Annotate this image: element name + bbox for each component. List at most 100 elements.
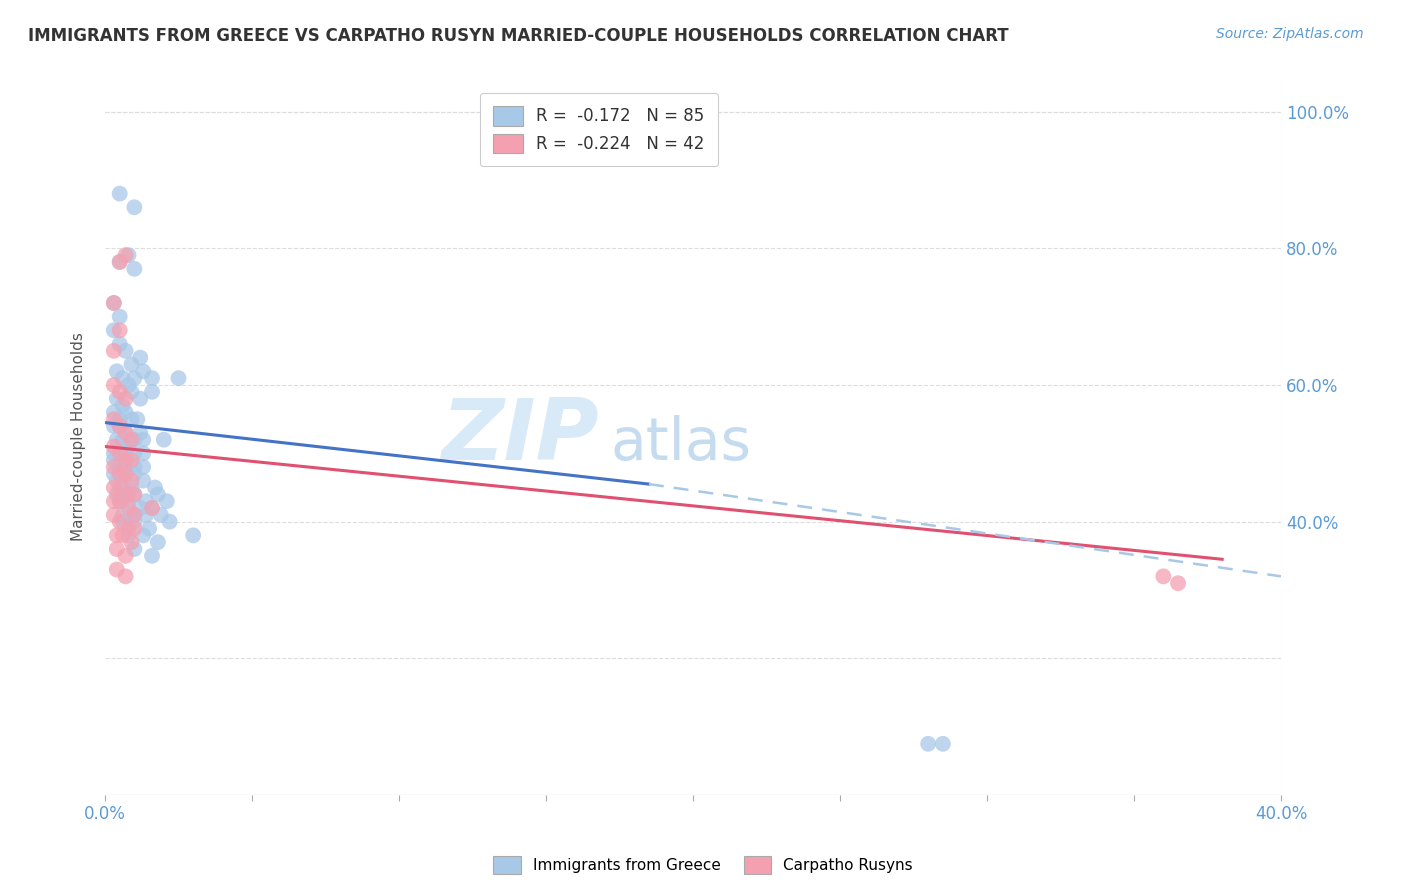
Point bbox=[124, 446, 146, 460]
Point bbox=[111, 508, 134, 522]
Point bbox=[124, 515, 146, 529]
Point bbox=[152, 433, 174, 447]
Point bbox=[103, 378, 125, 392]
Point bbox=[108, 467, 131, 481]
Point bbox=[108, 384, 131, 399]
Point bbox=[146, 535, 169, 549]
Legend: Immigrants from Greece, Carpatho Rusyns: Immigrants from Greece, Carpatho Rusyns bbox=[486, 850, 920, 880]
Point bbox=[103, 323, 125, 337]
Point bbox=[114, 569, 136, 583]
Point bbox=[108, 412, 131, 426]
Point bbox=[146, 487, 169, 501]
Point bbox=[117, 378, 139, 392]
Point bbox=[124, 433, 146, 447]
Point bbox=[117, 487, 139, 501]
Point bbox=[103, 412, 125, 426]
Point bbox=[111, 481, 134, 495]
Point bbox=[108, 323, 131, 337]
Point bbox=[129, 501, 152, 516]
Point bbox=[120, 384, 142, 399]
Point bbox=[141, 501, 163, 516]
Point bbox=[111, 515, 134, 529]
Legend: R =  -0.172   N = 85, R =  -0.224   N = 42: R = -0.172 N = 85, R = -0.224 N = 42 bbox=[479, 93, 718, 167]
Point bbox=[124, 467, 146, 481]
Point bbox=[103, 343, 125, 358]
Point bbox=[120, 433, 142, 447]
Point bbox=[129, 425, 152, 440]
Point bbox=[108, 310, 131, 324]
Point bbox=[132, 460, 155, 475]
Point bbox=[114, 425, 136, 440]
Point bbox=[117, 501, 139, 516]
Point bbox=[124, 460, 146, 475]
Point bbox=[103, 453, 125, 467]
Point bbox=[105, 474, 128, 488]
Point bbox=[127, 412, 149, 426]
Point bbox=[181, 528, 204, 542]
Point bbox=[124, 200, 146, 214]
Point bbox=[108, 494, 131, 508]
Point bbox=[103, 446, 125, 460]
Point bbox=[120, 433, 142, 447]
Point bbox=[111, 528, 134, 542]
Point bbox=[932, 737, 955, 751]
Point bbox=[103, 460, 125, 475]
Point bbox=[117, 248, 139, 262]
Point bbox=[124, 487, 146, 501]
Point bbox=[114, 467, 136, 481]
Point bbox=[105, 364, 128, 378]
Point bbox=[114, 405, 136, 419]
Point bbox=[132, 364, 155, 378]
Point bbox=[156, 494, 179, 508]
Point bbox=[129, 351, 152, 365]
Y-axis label: Married-couple Households: Married-couple Households bbox=[72, 332, 86, 541]
Point bbox=[105, 433, 128, 447]
Point bbox=[105, 541, 128, 556]
Point bbox=[108, 186, 131, 201]
Point bbox=[103, 467, 125, 481]
Point bbox=[103, 440, 125, 454]
Point bbox=[117, 440, 139, 454]
Point bbox=[1152, 569, 1174, 583]
Point bbox=[1167, 576, 1189, 591]
Point bbox=[129, 392, 152, 406]
Point bbox=[141, 549, 163, 563]
Point bbox=[114, 460, 136, 475]
Point bbox=[103, 405, 125, 419]
Point bbox=[124, 522, 146, 536]
Point bbox=[120, 474, 142, 488]
Point bbox=[114, 453, 136, 467]
Point bbox=[111, 399, 134, 413]
Point bbox=[132, 433, 155, 447]
Text: Source: ZipAtlas.com: Source: ZipAtlas.com bbox=[1216, 27, 1364, 41]
Point bbox=[117, 528, 139, 542]
Point bbox=[124, 261, 146, 276]
Point bbox=[108, 419, 131, 434]
Point bbox=[124, 541, 146, 556]
Point bbox=[135, 494, 157, 508]
Point bbox=[111, 371, 134, 385]
Point bbox=[149, 508, 172, 522]
Point bbox=[108, 255, 131, 269]
Point bbox=[120, 453, 142, 467]
Text: ZIP: ZIP bbox=[441, 395, 599, 478]
Point bbox=[103, 494, 125, 508]
Point bbox=[117, 522, 139, 536]
Point bbox=[167, 371, 190, 385]
Point bbox=[114, 549, 136, 563]
Point bbox=[114, 425, 136, 440]
Point bbox=[114, 467, 136, 481]
Point bbox=[108, 446, 131, 460]
Point bbox=[105, 392, 128, 406]
Point bbox=[103, 481, 125, 495]
Point bbox=[108, 255, 131, 269]
Point bbox=[108, 337, 131, 351]
Point bbox=[120, 412, 142, 426]
Point bbox=[108, 460, 131, 475]
Point bbox=[917, 737, 939, 751]
Point bbox=[124, 508, 146, 522]
Point bbox=[108, 446, 131, 460]
Point bbox=[120, 535, 142, 549]
Text: IMMIGRANTS FROM GREECE VS CARPATHO RUSYN MARRIED-COUPLE HOUSEHOLDS CORRELATION C: IMMIGRANTS FROM GREECE VS CARPATHO RUSYN… bbox=[28, 27, 1008, 45]
Point bbox=[117, 494, 139, 508]
